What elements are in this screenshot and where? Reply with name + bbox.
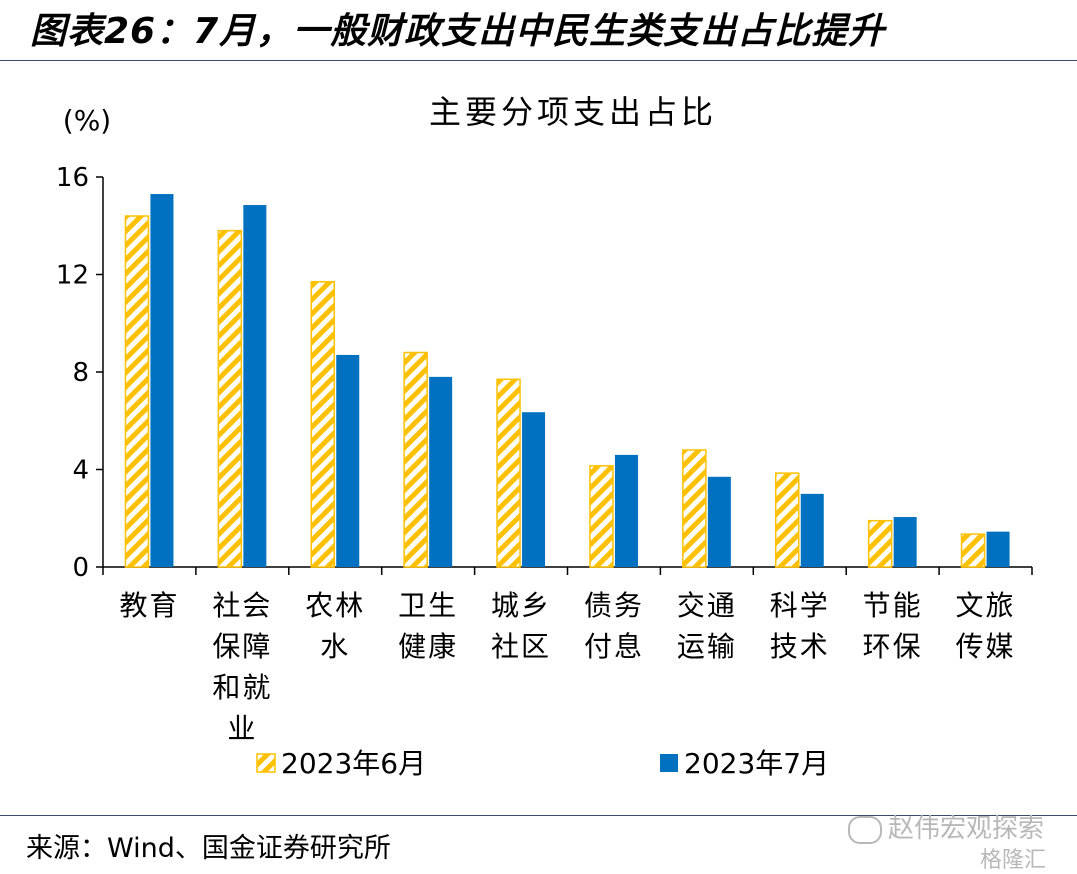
x-category-label: 农林 <box>305 589 365 622</box>
bar-jul-2023 <box>893 517 917 567</box>
x-category-label: 社会 <box>212 589 272 622</box>
legend-swatch-jun <box>256 753 276 773</box>
x-category-label: 和就 <box>212 671 272 704</box>
watermark-secondary: 格隆汇 <box>980 848 1047 873</box>
bar-jun-2023 <box>775 472 800 568</box>
y-tick-label: 8 <box>72 358 89 388</box>
bar-jun-2023 <box>589 465 614 568</box>
y-axis-unit: (%) <box>63 104 111 137</box>
bar-jul-2023 <box>707 476 731 567</box>
y-tick-label: 4 <box>72 456 89 486</box>
bar-jul-2023 <box>243 205 267 567</box>
x-category-label: 技术 <box>770 630 830 663</box>
x-category-label: 社区 <box>491 630 551 663</box>
bar-jul-2023 <box>614 454 638 567</box>
wechat-icon <box>848 815 882 844</box>
x-category-label: 环保 <box>863 630 923 663</box>
bar-jul-2023 <box>429 376 453 567</box>
footer-divider <box>0 815 1077 816</box>
bar-jun-2023 <box>124 215 150 568</box>
x-category-label: 科学 <box>770 589 830 622</box>
y-tick-label: 16 <box>56 163 89 193</box>
x-category-label: 水 <box>320 630 350 663</box>
bar-jul-2023 <box>336 354 360 567</box>
bar-jul-2023 <box>522 412 546 567</box>
bar-jun-2023 <box>867 519 893 568</box>
x-category-label: 节能 <box>863 589 923 622</box>
x-category-label: 文旅 <box>956 589 1016 622</box>
bar-jun-2023 <box>960 533 986 568</box>
title-divider <box>0 60 1077 61</box>
x-category-label: 保障 <box>212 630 272 663</box>
x-category-label: 卫生 <box>398 589 458 622</box>
x-category-label: 债务 <box>584 589 644 622</box>
figure-title: 图表26：7月，一般财政支出中民生类支出占比提升 <box>30 11 886 52</box>
x-category-label: 业 <box>227 712 257 745</box>
x-category-label: 付息 <box>584 630 644 663</box>
bar-jun-2023 <box>682 449 707 568</box>
legend-label-jun: 2023年6月 <box>281 747 426 780</box>
legend-label-jul: 2023年7月 <box>684 747 829 780</box>
x-category-label: 运输 <box>677 630 737 663</box>
watermark: 赵伟宏观探索 <box>848 808 1044 845</box>
bar-jul-2023 <box>800 493 824 567</box>
y-tick-label: 12 <box>56 261 89 291</box>
bar-jul-2023 <box>986 531 1010 567</box>
bar-jun-2023 <box>310 281 335 568</box>
legend-swatch-jul <box>660 754 678 772</box>
bar-jun-2023 <box>217 229 243 568</box>
chart-title: 主要分项支出占比 <box>429 93 717 131</box>
bar-jun-2023 <box>496 378 521 568</box>
bar-jul-2023 <box>150 194 174 567</box>
y-tick-label: 0 <box>72 553 89 583</box>
x-category-label: 传媒 <box>956 630 1016 663</box>
x-category-label: 教育 <box>119 589 179 622</box>
bar-jun-2023 <box>403 351 428 568</box>
source-note: 来源：Wind、国金证券研究所 <box>26 833 391 864</box>
watermark-text: 赵伟宏观探索 <box>888 814 1045 844</box>
x-category-label: 健康 <box>398 630 458 663</box>
x-category-label: 交通 <box>677 589 737 622</box>
x-category-label: 城乡 <box>491 589 551 622</box>
